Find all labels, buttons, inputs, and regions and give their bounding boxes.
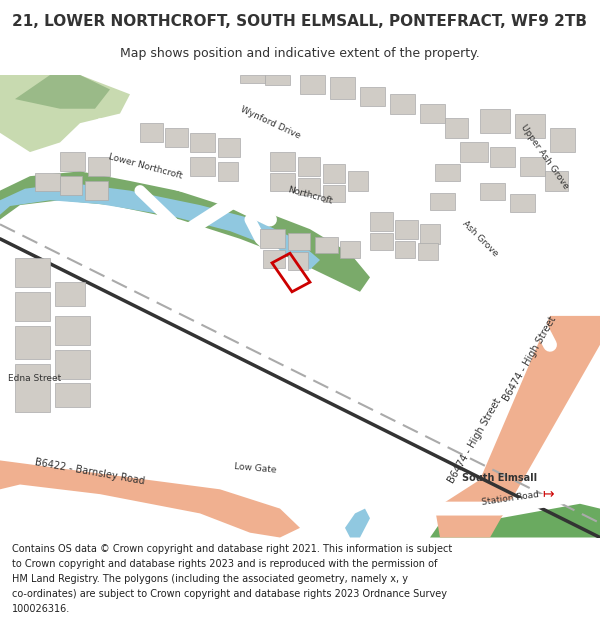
Polygon shape [515, 114, 545, 138]
Polygon shape [340, 241, 360, 258]
Polygon shape [395, 241, 415, 258]
Polygon shape [265, 75, 290, 84]
Polygon shape [330, 77, 355, 99]
Polygon shape [88, 157, 110, 176]
Polygon shape [420, 224, 440, 244]
Polygon shape [55, 349, 90, 379]
Polygon shape [315, 237, 338, 253]
Text: Map shows position and indicative extent of the property.: Map shows position and indicative extent… [120, 48, 480, 61]
Polygon shape [60, 152, 85, 171]
Polygon shape [445, 118, 468, 138]
Polygon shape [460, 142, 488, 162]
Polygon shape [0, 75, 130, 152]
Polygon shape [520, 157, 545, 176]
Polygon shape [435, 316, 600, 538]
Text: co-ordinates) are subject to Crown copyright and database rights 2023 Ordnance S: co-ordinates) are subject to Crown copyr… [12, 589, 447, 599]
Polygon shape [15, 326, 50, 359]
Polygon shape [218, 162, 238, 181]
Polygon shape [298, 178, 320, 196]
Polygon shape [270, 152, 295, 171]
Text: Contains OS data © Crown copyright and database right 2021. This information is : Contains OS data © Crown copyright and d… [12, 544, 452, 554]
Polygon shape [55, 383, 90, 408]
Text: HM Land Registry. The polygons (including the associated geometry, namely x, y: HM Land Registry. The polygons (includin… [12, 574, 408, 584]
Text: 100026316.: 100026316. [12, 604, 70, 614]
Polygon shape [300, 75, 325, 94]
Polygon shape [395, 219, 418, 239]
Text: Northcroft: Northcroft [287, 185, 334, 206]
Text: 21, LOWER NORTHCROFT, SOUTH ELMSALL, PONTEFRACT, WF9 2TB: 21, LOWER NORTHCROFT, SOUTH ELMSALL, PON… [13, 14, 587, 29]
Polygon shape [490, 148, 515, 166]
Text: Station Road: Station Road [481, 491, 539, 508]
Text: Low Gate: Low Gate [233, 462, 277, 474]
Polygon shape [260, 229, 285, 248]
Text: South Elmsall: South Elmsall [463, 472, 538, 482]
Polygon shape [190, 132, 215, 152]
Polygon shape [15, 258, 50, 287]
Polygon shape [370, 212, 393, 231]
Polygon shape [418, 242, 438, 260]
Polygon shape [15, 292, 50, 321]
Polygon shape [323, 185, 345, 202]
Polygon shape [510, 194, 535, 212]
Polygon shape [270, 173, 295, 191]
Polygon shape [550, 128, 575, 152]
Polygon shape [240, 75, 265, 82]
Polygon shape [55, 316, 90, 345]
Polygon shape [390, 94, 415, 114]
Text: Upper Ash Grove: Upper Ash Grove [520, 123, 571, 191]
Polygon shape [165, 128, 188, 148]
Polygon shape [480, 109, 510, 132]
Polygon shape [435, 164, 460, 181]
Text: ↦: ↦ [542, 487, 554, 501]
Text: Lower Northcroft: Lower Northcroft [107, 152, 183, 181]
Polygon shape [480, 183, 505, 200]
Polygon shape [0, 183, 320, 269]
Polygon shape [35, 173, 60, 191]
Text: B6422 - Barnsley Road: B6422 - Barnsley Road [34, 458, 146, 487]
Polygon shape [85, 181, 108, 200]
Text: Wynford Drive: Wynford Drive [239, 106, 301, 141]
Polygon shape [15, 364, 50, 413]
Polygon shape [323, 164, 345, 183]
Polygon shape [140, 123, 163, 142]
Polygon shape [263, 251, 285, 268]
Polygon shape [0, 171, 370, 292]
Polygon shape [218, 138, 240, 157]
Text: Ash Grove: Ash Grove [460, 219, 500, 258]
Text: B6474 - High Street: B6474 - High Street [446, 397, 503, 486]
Polygon shape [298, 157, 320, 176]
Text: to Crown copyright and database rights 2023 and is reproduced with the permissio: to Crown copyright and database rights 2… [12, 559, 437, 569]
Polygon shape [288, 233, 310, 251]
Polygon shape [60, 176, 82, 196]
Polygon shape [190, 157, 215, 176]
Polygon shape [370, 233, 393, 251]
Polygon shape [55, 282, 85, 306]
Polygon shape [430, 192, 455, 210]
Polygon shape [0, 461, 300, 538]
Text: Edna Street: Edna Street [8, 374, 62, 383]
Polygon shape [360, 86, 385, 106]
Text: B6474 - High Street: B6474 - High Street [502, 315, 559, 404]
Polygon shape [545, 171, 568, 191]
Polygon shape [420, 104, 445, 123]
Polygon shape [430, 504, 600, 538]
Polygon shape [348, 171, 368, 191]
Polygon shape [288, 253, 308, 269]
Polygon shape [345, 509, 370, 538]
Polygon shape [15, 75, 110, 109]
